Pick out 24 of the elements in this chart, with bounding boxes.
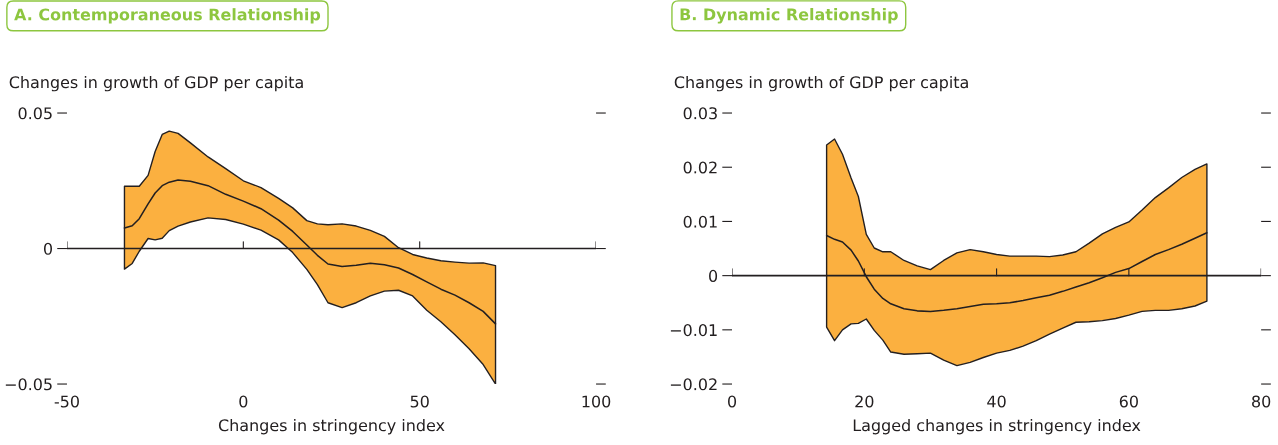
chart-title: A. Contemporaneous Relationship	[14, 8, 321, 24]
y-tick-label: 0.01	[683, 215, 717, 228]
y-tick-label: 0	[43, 242, 53, 255]
y-tick-label: 0.02	[683, 161, 717, 174]
chart-title: B. Dynamic Relationship	[680, 8, 898, 24]
y-tick-label: −0.02	[670, 378, 717, 391]
x-tick-label: 0	[728, 395, 737, 408]
x-axis-title: Lagged changes in stringency index	[853, 418, 1141, 435]
y-tick-label: 0.05	[18, 107, 52, 120]
y-tick-label: −0.05	[5, 378, 52, 391]
x-tick-label: 40	[987, 395, 1006, 408]
x-tick-label: 60	[1119, 395, 1138, 408]
y-axis-title: Changes in growth of GDP per capita	[674, 75, 968, 92]
x-tick-label: 20	[855, 395, 874, 408]
x-tick-label: 100	[582, 395, 611, 408]
x-tick-label: -50	[54, 395, 79, 408]
x-tick-label: 0	[239, 395, 248, 408]
y-tick-label: −0.01	[670, 324, 717, 337]
y-tick-label: 0	[709, 269, 718, 282]
x-tick-label: 80	[1252, 395, 1271, 408]
y-axis-title: Changes in growth of GDP per capita	[9, 75, 303, 92]
x-tick-label: 50	[410, 395, 429, 408]
y-tick-label: 0.03	[683, 107, 717, 120]
x-axis-title: Changes in stringency index	[218, 418, 445, 435]
